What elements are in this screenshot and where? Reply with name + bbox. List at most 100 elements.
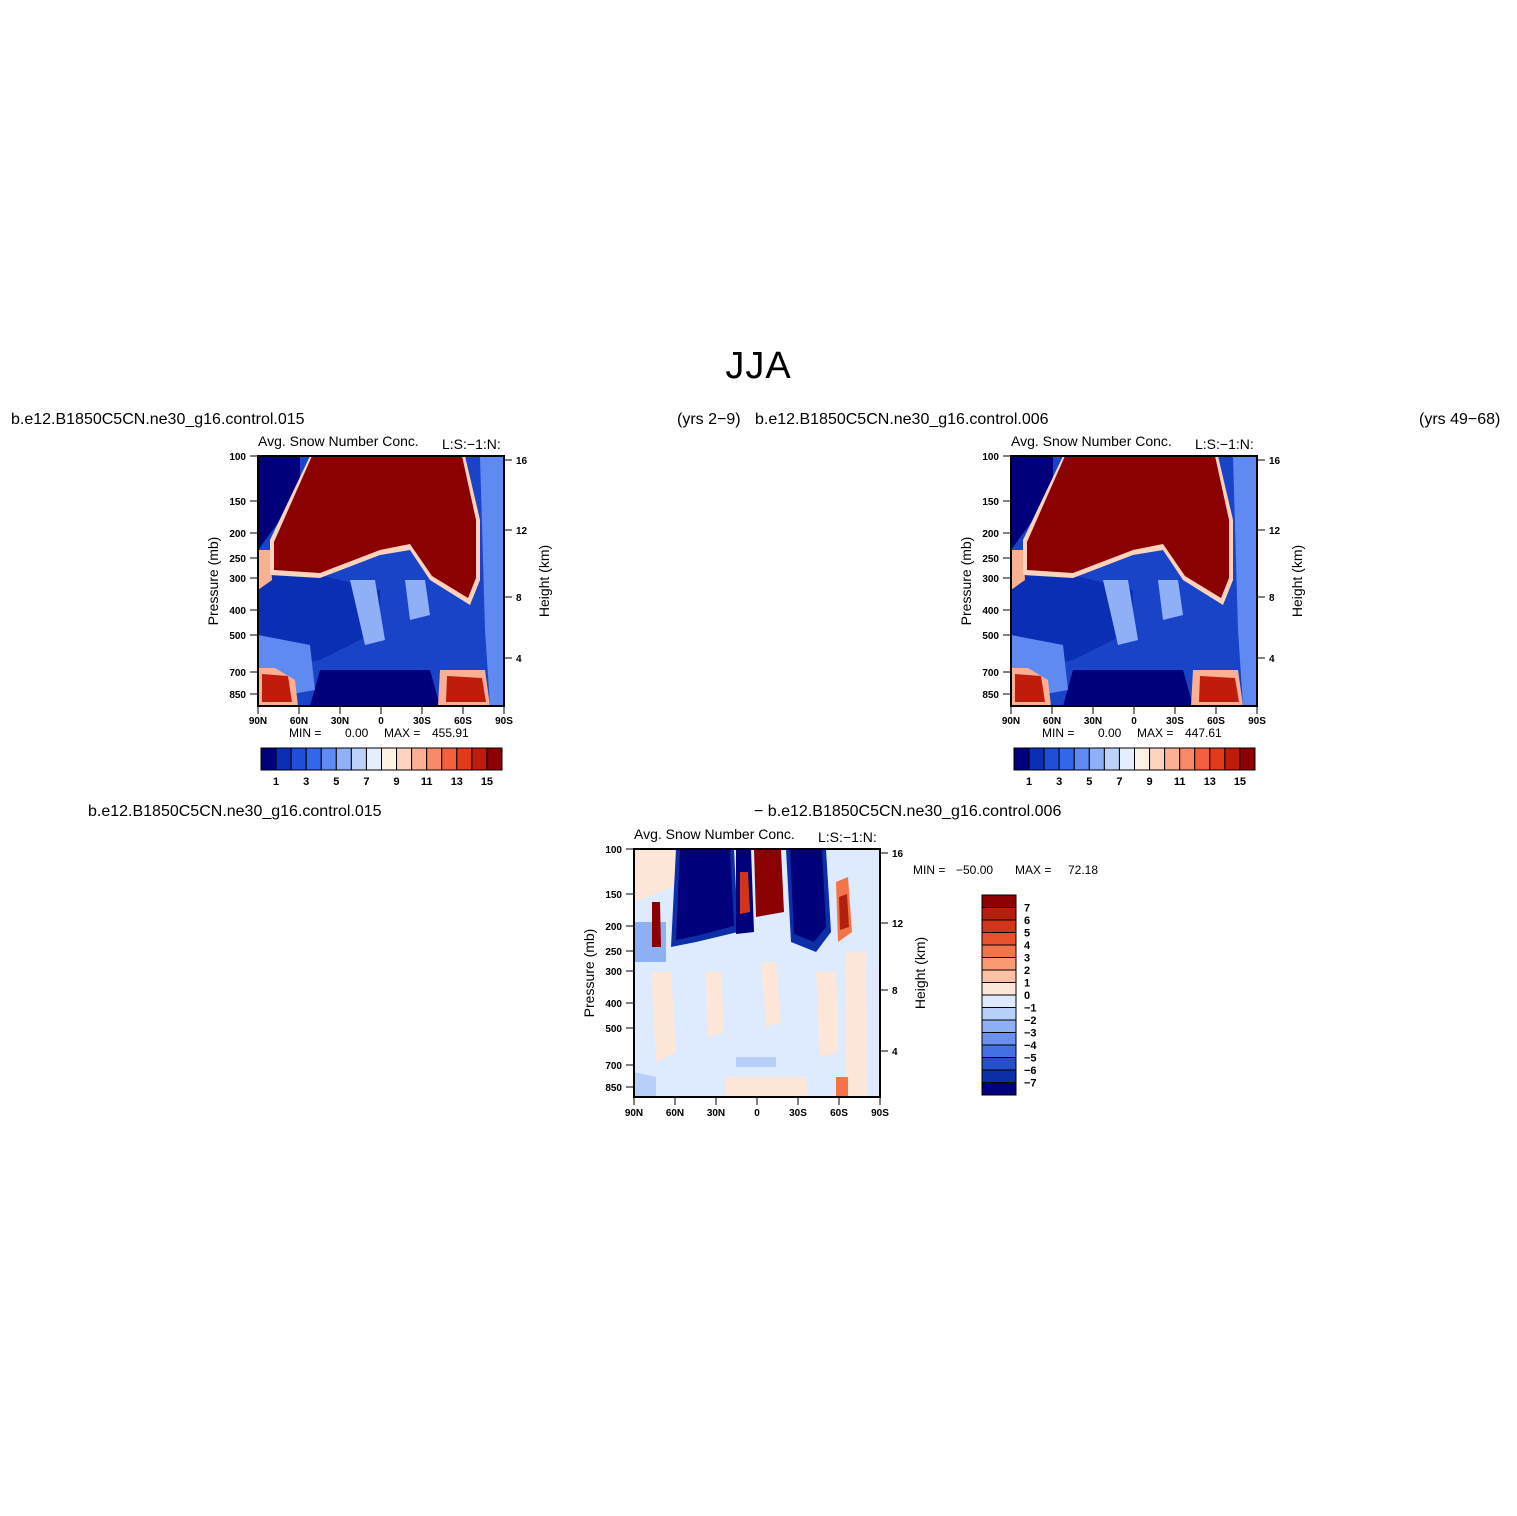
panel2-y-tick: 850 — [982, 690, 999, 701]
colorbar-label: 7 — [1024, 903, 1030, 915]
colorbar-swatch — [981, 1032, 1017, 1046]
colorbar-swatch — [1043, 747, 1060, 771]
colorbar-label: 13 — [1204, 776, 1216, 788]
panel2-y-right-axis-label: Height (km) — [1289, 545, 1305, 617]
colorbar-label: 1 — [273, 776, 279, 788]
panel3-min-label: MIN = — [913, 863, 945, 877]
panel3-units: L:S:−1:N: — [818, 829, 877, 845]
panel2-field — [1011, 456, 1257, 706]
panel2-units: L:S:−1:N: — [1195, 436, 1254, 452]
panel3-y-ticks: 100 150 200 250 300 400 500 700 850 — [605, 845, 634, 1094]
colorbar-swatch — [981, 1057, 1017, 1071]
panel2-x-tick: 90N — [1002, 716, 1020, 727]
panel3-max-label: MAX = — [1015, 863, 1051, 877]
colorbar-label: −3 — [1024, 1028, 1037, 1040]
panel1-y-tick: 300 — [229, 574, 246, 585]
panel2-y-right-tick: 8 — [1269, 593, 1275, 604]
panel2-y-axis-label: Pressure (mb) — [958, 537, 974, 626]
panel1-field — [258, 456, 504, 706]
colorbar-swatch — [305, 747, 322, 771]
panel1-x-tick: 30S — [413, 716, 431, 727]
colorbar-label: 5 — [333, 776, 339, 788]
panel3-max-value: 72.18 — [1068, 863, 1098, 877]
panel2-x-tick: 30S — [1166, 716, 1184, 727]
panel3-y-axis-label: Pressure (mb) — [581, 929, 597, 1018]
panel1-case-name: b.e12.B1850C5CN.ne30_g16.control.015 — [11, 411, 305, 428]
panel1-y-axis-label: Pressure (mb) — [205, 537, 221, 626]
colorbar-swatch — [981, 907, 1017, 921]
panel1-x-tick: 90S — [495, 716, 513, 727]
panel3-y-right-tick: 8 — [892, 986, 898, 997]
panel2-case-name: b.e12.B1850C5CN.ne30_g16.control.006 — [755, 411, 1049, 428]
panel2-min-label: MIN = — [1042, 726, 1074, 740]
panel2-y-right-tick: 16 — [1269, 456, 1281, 467]
panel3-y-right-tick: 12 — [892, 919, 904, 930]
panel3-x-tick: 30N — [707, 1108, 725, 1119]
colorbar-swatch — [1103, 747, 1120, 771]
colorbar-swatch — [1073, 747, 1090, 771]
colorbar-swatch — [981, 894, 1017, 908]
colorbar-label: 6 — [1024, 915, 1030, 927]
colorbar-label: 13 — [451, 776, 463, 788]
panel2-max-label: MAX = — [1137, 726, 1173, 740]
colorbar-swatch — [981, 919, 1017, 933]
panel1-max-label: MAX = — [384, 726, 420, 740]
colorbar-swatch — [981, 1007, 1017, 1021]
colorbar-swatch — [1118, 747, 1135, 771]
panel3-y-tick: 150 — [605, 890, 622, 901]
panel3-y-tick: 400 — [605, 999, 622, 1010]
colorbar-label: 0 — [1024, 990, 1030, 1002]
panel3-y-right-tick: 4 — [892, 1047, 898, 1058]
panel2-y-tick: 100 — [982, 452, 999, 463]
panel3-y-tick: 100 — [605, 845, 622, 856]
panel1-x-tick: 0 — [378, 716, 384, 727]
panel3-x-tick: 0 — [754, 1108, 760, 1119]
panel2-y-tick: 150 — [982, 497, 999, 508]
colorbar-swatch — [1164, 747, 1181, 771]
colorbar-swatch — [396, 747, 413, 771]
panel1-min-label: MIN = — [289, 726, 321, 740]
colorbar-label: 9 — [1147, 776, 1153, 788]
colorbar-label: −7 — [1024, 1078, 1037, 1090]
colorbar-swatch — [441, 747, 458, 771]
panel1-x-tick: 60S — [454, 716, 472, 727]
panel3-y-right-axis-label: Height (km) — [912, 937, 928, 1009]
panel2-x-tick: 0 — [1131, 716, 1137, 727]
colorbar-swatch — [1224, 747, 1241, 771]
figure-title: JJA — [725, 345, 792, 387]
colorbar-swatch — [486, 747, 503, 771]
panel3-x-tick: 60N — [666, 1108, 684, 1119]
colorbar-label: 1 — [1024, 978, 1030, 990]
colorbar-label: 11 — [1174, 776, 1186, 788]
colorbar-swatch — [981, 1082, 1017, 1096]
colorbar-swatch — [981, 1044, 1017, 1058]
panel2-y-tick: 200 — [982, 529, 999, 540]
panel3-y-tick: 300 — [605, 967, 622, 978]
colorbar-label: −4 — [1024, 1040, 1037, 1052]
panel1-colorbar: 1 3 5 7 9 11 13 15 — [260, 747, 503, 788]
colorbar-label: 5 — [1024, 928, 1030, 940]
panel3-x-tick: 90S — [871, 1108, 889, 1119]
panel2-x-tick: 60N — [1043, 716, 1061, 727]
colorbar-swatch — [1194, 747, 1211, 771]
panel3-x-ticks: 90N 60N 30N 0 30S 60S 90S — [625, 1097, 889, 1119]
panel1-years: (yrs 2−9) — [677, 411, 741, 428]
panel2-x-ticks: 90N 60N 30N 0 30S 60S 90S — [1002, 706, 1266, 727]
colorbar-label: 3 — [303, 776, 309, 788]
panel2-y-tick: 700 — [982, 668, 999, 679]
panel2-x-tick: 30N — [1084, 716, 1102, 727]
colorbar-label: 15 — [1234, 776, 1246, 788]
colorbar-label: 3 — [1056, 776, 1062, 788]
panel1-y-tick: 850 — [229, 690, 246, 701]
panel3-min-value: −50.00 — [956, 863, 993, 877]
panel1-y-tick: 100 — [229, 452, 246, 463]
panel2-y-tick: 300 — [982, 574, 999, 585]
colorbar-swatch — [1179, 747, 1196, 771]
colorbar-swatch — [1239, 747, 1256, 771]
colorbar-label: 15 — [481, 776, 493, 788]
panel1-y-tick: 500 — [229, 631, 246, 642]
colorbar-swatch — [365, 747, 382, 771]
colorbar-label: 7 — [1116, 776, 1122, 788]
panel2-plot-title: Avg. Snow Number Conc. — [1011, 433, 1172, 449]
panel1-plot-title: Avg. Snow Number Conc. — [258, 433, 419, 449]
